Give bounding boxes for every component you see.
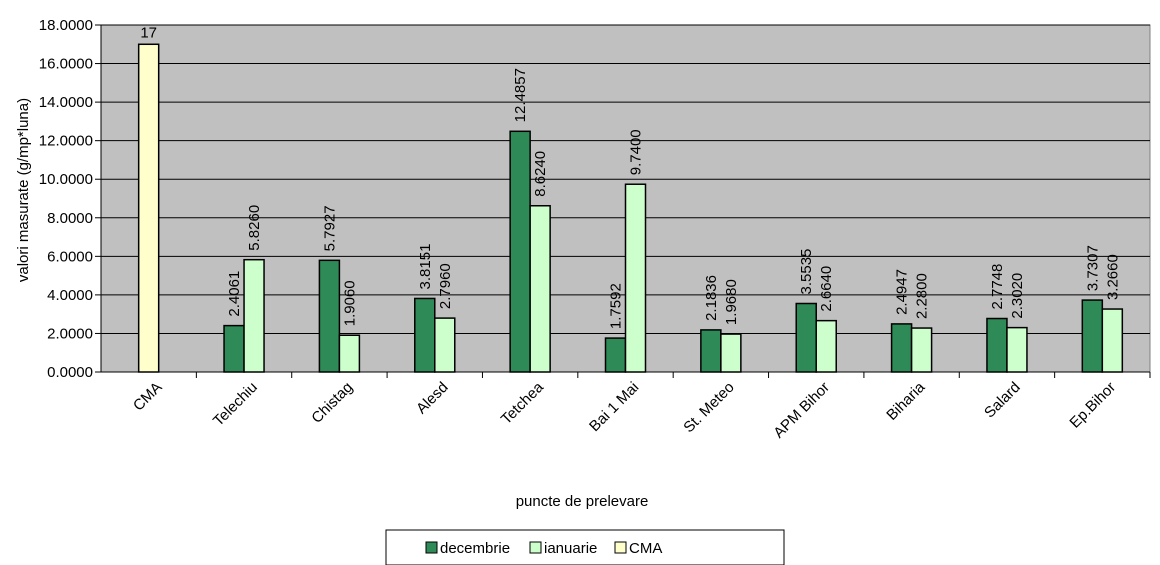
bar-decembrie-tetchea [509, 130, 531, 373]
bar-decembrie-ep-bihor [1081, 299, 1104, 373]
bar-ianuarie-st-meteo [720, 333, 742, 373]
x-category-label: Tetchea [498, 378, 548, 428]
y-axis-title: valori masurate (g/mp*luna) [15, 98, 32, 282]
bar-decembrie-chistag [318, 259, 341, 373]
legend: decembrie ianuarie CMA [385, 529, 785, 565]
data-label: 2.7960 [437, 263, 454, 309]
bar-ianuarie-salard [1006, 326, 1028, 373]
y-tick-label: 14.0000 [39, 94, 93, 111]
y-axis-ticks: 0.0000 2.0000 4.0000 6.0000 8.0000 10.0000 12.… [39, 17, 101, 381]
data-label: 5.8260 [246, 205, 263, 251]
data-label: 9.7400 [628, 129, 645, 175]
bar-decembrie-alesd [414, 297, 436, 373]
y-tick-label: 4.0000 [47, 287, 93, 304]
x-category-label: Alesd [413, 379, 452, 418]
x-category-label: Bai 1 Mai [586, 379, 642, 435]
data-label: 1.9680 [723, 279, 740, 325]
x-axis-categories: CMA Telechiu Chistag Alesd Tetchea Bai 1 Mai S… [130, 372, 1151, 442]
y-tick-label: 6.0000 [47, 248, 93, 265]
y-tick-label: 18.0000 [39, 17, 93, 34]
legend-swatch-CMA [614, 541, 627, 554]
data-label: 3.5535 [798, 249, 815, 295]
y-tick-label: 8.0000 [47, 210, 93, 227]
data-label: 2.7748 [989, 264, 1006, 310]
x-category-label: Salard [981, 379, 1024, 422]
x-category-label: CMA [130, 379, 166, 415]
data-labels: 17 2.4061 5.8260 5.7927 1.9060 3.8151 2.7960 12… [140, 24, 1121, 329]
legend-label-decembrie: decembrie [440, 540, 510, 557]
bar-decembrie-apm-bihor [795, 302, 817, 373]
x-category-label: Biharia [883, 378, 929, 424]
bar-ianuarie-bai-1-mai [624, 183, 647, 373]
data-label: 3.2660 [1104, 254, 1121, 300]
legend-box [385, 529, 785, 565]
x-axis-title: puncte de prelevare [516, 493, 649, 510]
bar-ianuarie-telechiu [243, 258, 265, 373]
data-label: 2.4947 [894, 269, 911, 315]
data-label: 5.7927 [321, 205, 338, 251]
legend-swatch-ianuarie [529, 541, 542, 554]
bar-ianuarie-chistag [338, 334, 361, 373]
bar-ianuarie-tetchea [529, 204, 551, 373]
bar-ianuarie-alesd [434, 317, 456, 373]
bar-decembrie-telechiu [223, 324, 245, 373]
data-label: 8.6240 [532, 151, 549, 197]
data-label: 2.3020 [1009, 273, 1026, 319]
data-label: 2.6640 [818, 266, 835, 312]
x-category-label: St. Meteo [680, 379, 737, 436]
data-label: 17 [140, 24, 157, 41]
legend-label-ianuarie: ianuarie [544, 540, 597, 557]
bar-decembrie-bai-1-mai [604, 337, 627, 373]
data-label: 2.1836 [703, 275, 720, 321]
bars [137, 43, 1124, 373]
x-category-label: APM Bihor [770, 379, 833, 442]
data-label: 1.7592 [608, 283, 625, 329]
bar-CMA-cma [137, 43, 160, 373]
y-tick-label: 16.0000 [39, 56, 93, 73]
data-label: 3.7307 [1084, 245, 1101, 291]
legend-swatch-decembrie [425, 541, 438, 554]
y-tick-label: 12.0000 [39, 133, 93, 150]
data-label: 12.4857 [512, 68, 529, 122]
data-label: 1.9060 [341, 280, 358, 326]
data-label: 2.2800 [914, 273, 931, 319]
x-category-label: Telechiu [210, 379, 261, 430]
bar-decembrie-biharia [890, 323, 913, 373]
bar-decembrie-salard [986, 317, 1008, 373]
y-tick-label: 2.0000 [47, 325, 93, 342]
data-label: 2.4061 [226, 271, 243, 317]
y-tick-label: 10.0000 [39, 171, 93, 188]
data-label: 3.8151 [417, 244, 434, 290]
bar-ianuarie-apm-bihor [815, 319, 837, 373]
x-category-label: Ep.Bihor [1066, 379, 1119, 432]
bar-ianuarie-biharia [910, 327, 933, 373]
legend-label-CMA: CMA [629, 540, 662, 557]
bar-ianuarie-ep-bihor [1101, 308, 1124, 373]
x-category-label: Chistag [308, 379, 356, 427]
y-tick-label: 0.0000 [47, 364, 93, 381]
bar-decembrie-st-meteo [700, 329, 722, 373]
